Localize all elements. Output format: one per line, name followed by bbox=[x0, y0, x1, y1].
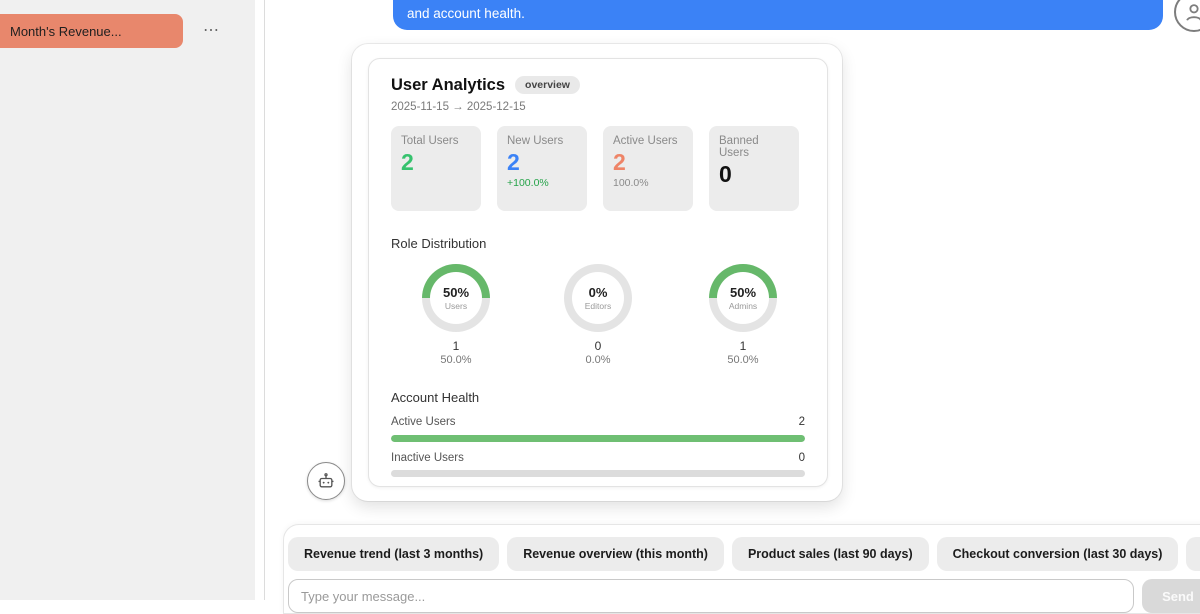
health-row-inactive: Inactive Users 0 bbox=[391, 451, 805, 465]
suggestion-chips: Revenue trend (last 3 months) Revenue ov… bbox=[288, 537, 1200, 571]
stat-value: 2 bbox=[401, 149, 414, 175]
progress-track-active bbox=[391, 434, 805, 442]
donut-label: Editors bbox=[584, 300, 612, 311]
donut-count: 1 bbox=[452, 339, 460, 353]
suggestion-chip-revenue-overview[interactable]: Revenue overview (this month) bbox=[507, 537, 724, 571]
composer-row: Send bbox=[288, 579, 1200, 613]
donut-users: 50% Users 1 50.0% bbox=[416, 264, 496, 366]
user-message-bubble: and account health. bbox=[393, 0, 1163, 30]
user-analytics-card: User Analytics overview 2025-11-15 → 202… bbox=[368, 58, 828, 487]
stat-value: 0 bbox=[719, 161, 732, 187]
message-input[interactable] bbox=[288, 579, 1134, 613]
suggestion-chip-product-sales[interactable]: Product sales (last 90 days) bbox=[731, 537, 929, 571]
robot-icon bbox=[318, 473, 334, 488]
progress-fill-active bbox=[391, 434, 805, 442]
stat-label: Active Users bbox=[613, 135, 678, 147]
donut-share: 0.0% bbox=[585, 354, 611, 366]
date-range: 2025-11-15 → 2025-12-15 bbox=[391, 101, 526, 113]
overview-badge: overview bbox=[515, 76, 580, 94]
assistant-avatar bbox=[307, 462, 345, 500]
suggestion-chip-checkout-conversion[interactable]: Checkout conversion (last 30 days) bbox=[936, 537, 1179, 571]
sidebar bbox=[0, 0, 255, 600]
donut-percent: 50% bbox=[442, 284, 470, 300]
health-row-active: Active Users 2 bbox=[391, 416, 805, 429]
donut-chart: 50% Admins bbox=[709, 264, 777, 332]
user-message-text: and account health. bbox=[407, 6, 525, 21]
stat-sub: +100.0% bbox=[507, 177, 549, 190]
donut-chart: 0% Editors bbox=[564, 264, 632, 332]
stat-card-banned-users: Banned Users 0 bbox=[709, 126, 799, 211]
role-distribution-heading: Role Distribution bbox=[391, 236, 487, 251]
stat-label: New Users bbox=[507, 135, 564, 147]
stat-value: 2 bbox=[507, 149, 520, 175]
health-label: Active Users bbox=[391, 416, 456, 428]
donut-percent: 0% bbox=[588, 284, 608, 300]
card-header: User Analytics overview bbox=[391, 75, 805, 95]
stat-card-total-users: Total Users 2 bbox=[391, 126, 481, 211]
stat-label: Total Users bbox=[401, 135, 459, 147]
sidebar-divider bbox=[264, 0, 265, 600]
suggestion-chip-users[interactable]: Use bbox=[1186, 537, 1200, 571]
donut-share: 50.0% bbox=[440, 354, 472, 366]
stat-card-active-users: Active Users 2 100.0% bbox=[603, 126, 693, 211]
progress-track-inactive bbox=[391, 470, 805, 477]
stat-value: 2 bbox=[613, 149, 626, 175]
overflow-menu-icon[interactable]: ⋯ bbox=[203, 22, 219, 39]
account-health-heading: Account Health bbox=[391, 390, 480, 405]
stat-label: Banned Users bbox=[719, 135, 759, 159]
donut-label: Admins bbox=[728, 300, 758, 311]
donut-hole: 0% Editors bbox=[572, 272, 624, 324]
donut-count: 1 bbox=[739, 339, 747, 353]
health-label: Inactive Users bbox=[391, 451, 464, 464]
card-title: User Analytics bbox=[391, 75, 506, 94]
person-icon bbox=[1186, 4, 1200, 21]
donut-admins: 50% Admins 1 50.0% bbox=[703, 264, 783, 366]
composer-panel: Revenue trend (last 3 months) Revenue ov… bbox=[283, 524, 1200, 614]
user-avatar[interactable] bbox=[1174, 0, 1200, 32]
donut-hole: 50% Users bbox=[430, 272, 482, 324]
stat-card-new-users: New Users 2 +100.0% bbox=[497, 126, 587, 211]
stats-row: Total Users 2 New Users 2 +100.0% Active… bbox=[391, 126, 805, 211]
donut-percent: 50% bbox=[729, 284, 757, 300]
donut-editors: 0% Editors 0 0.0% bbox=[558, 264, 638, 366]
sidebar-item-label: Month's Revenue... bbox=[10, 23, 122, 39]
donut-hole: 50% Admins bbox=[717, 272, 769, 324]
stat-sub: 100.0% bbox=[613, 177, 649, 190]
send-button[interactable]: Send bbox=[1142, 579, 1200, 613]
donut-count: 0 bbox=[594, 339, 602, 353]
sidebar-item-months-revenue[interactable]: Month's Revenue... bbox=[0, 14, 183, 48]
role-distribution-charts: 50% Users 1 50.0% 0% Editors 0 0.0% bbox=[391, 264, 805, 366]
suggestion-chip-revenue-trend[interactable]: Revenue trend (last 3 months) bbox=[288, 537, 500, 571]
donut-share: 50.0% bbox=[727, 354, 759, 366]
health-value: 2 bbox=[798, 416, 805, 428]
donut-chart: 50% Users bbox=[422, 264, 490, 332]
donut-label: Users bbox=[444, 300, 468, 311]
health-value: 0 bbox=[798, 451, 805, 464]
assistant-message-card: User Analytics overview 2025-11-15 → 202… bbox=[352, 44, 842, 501]
